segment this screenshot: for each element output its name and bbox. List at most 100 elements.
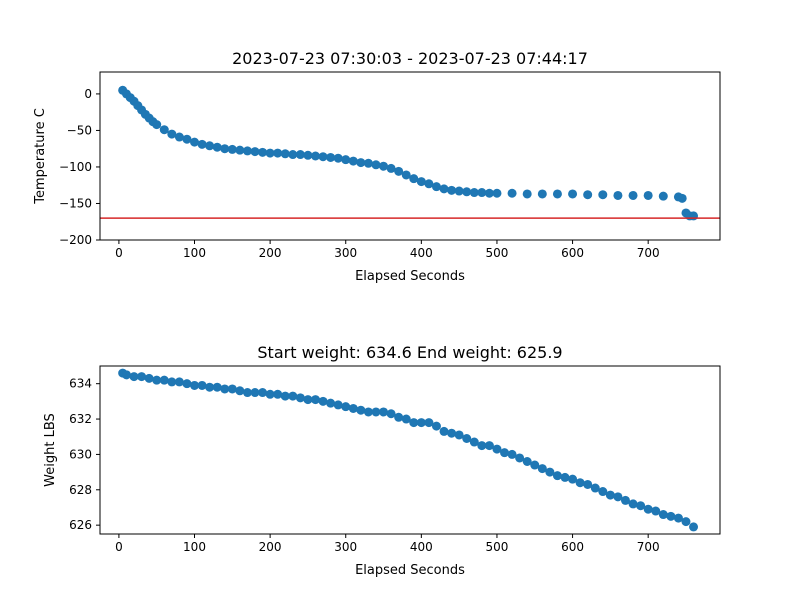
data-point (144, 373, 154, 383)
data-point (401, 414, 411, 424)
data-point (242, 146, 252, 156)
data-point (666, 511, 676, 521)
data-point (379, 161, 389, 171)
data-point (477, 188, 487, 198)
y-tick-label: −200 (59, 233, 92, 247)
data-points (118, 368, 699, 532)
x-tick-label: 100 (183, 540, 206, 554)
data-point (333, 153, 343, 163)
data-point (303, 150, 313, 160)
data-point (348, 156, 358, 166)
data-point (462, 434, 472, 444)
data-point (447, 428, 457, 438)
data-point (492, 188, 502, 198)
y-tick-label: 0 (84, 87, 92, 101)
data-point (356, 405, 366, 415)
data-point (371, 160, 381, 170)
data-point (409, 418, 419, 428)
data-point (689, 522, 699, 532)
data-point (341, 402, 351, 412)
data-point (673, 513, 683, 523)
data-point (401, 170, 411, 180)
data-point (227, 144, 237, 154)
data-point (469, 437, 479, 447)
x-tick-label: 200 (259, 540, 282, 554)
data-point (409, 174, 419, 184)
data-point (242, 388, 252, 398)
data-point (363, 407, 373, 417)
data-point (137, 372, 147, 382)
data-point (152, 120, 162, 130)
data-point (182, 379, 192, 389)
data-point (454, 430, 464, 440)
x-tick-label: 200 (259, 246, 282, 260)
y-tick-label: 626 (69, 518, 92, 532)
data-point (507, 188, 517, 198)
data-point (439, 426, 449, 436)
data-point (590, 483, 600, 493)
data-point (643, 504, 653, 514)
data-point (258, 147, 268, 157)
data-point (636, 501, 646, 511)
data-point (303, 395, 313, 405)
data-point (552, 471, 562, 481)
x-tick-label: 100 (183, 246, 206, 260)
y-axis-label: Temperature C (33, 108, 48, 205)
data-point (167, 129, 177, 139)
x-tick-label: 400 (410, 246, 433, 260)
x-tick-label: 700 (637, 540, 660, 554)
data-point (310, 151, 320, 161)
data-point (190, 380, 200, 390)
data-point (447, 185, 457, 195)
data-point (598, 487, 608, 497)
data-point (250, 147, 260, 157)
data-point (363, 158, 373, 168)
data-point (121, 370, 131, 380)
y-axis-ticks: 0 −50 −100 −150 −200 (59, 87, 100, 247)
data-point (651, 506, 661, 516)
data-point (605, 490, 615, 500)
x-axis-label: Elapsed Seconds (355, 269, 465, 284)
temperature-chart: 2023-07-23 07:30:03 - 2023-07-23 07:44:1… (33, 49, 721, 284)
weight-chart: Start weight: 634.6 End weight: 625.9 0 1… (43, 343, 721, 578)
data-points (118, 85, 699, 221)
data-point (583, 190, 593, 200)
data-point (295, 150, 305, 160)
data-point (386, 163, 396, 173)
data-point (220, 384, 230, 394)
data-point (689, 211, 699, 221)
data-point (492, 444, 502, 454)
x-tick-label: 300 (334, 246, 357, 260)
data-point (205, 382, 215, 392)
data-point (484, 441, 494, 451)
data-point (677, 193, 687, 203)
data-point (326, 152, 336, 162)
data-point (454, 186, 464, 196)
data-point (265, 389, 275, 399)
plot-frame (99, 365, 721, 535)
chart-title: Start weight: 634.6 End weight: 625.9 (257, 343, 562, 362)
data-point (484, 188, 494, 198)
data-point (265, 148, 275, 158)
data-point (190, 137, 200, 147)
data-point (431, 182, 441, 192)
data-point (658, 191, 668, 201)
y-axis-label: Weight LBS (43, 413, 58, 487)
data-point (197, 380, 207, 390)
data-point (129, 372, 139, 382)
data-point (462, 187, 472, 197)
plot-frame (99, 71, 721, 241)
data-point (326, 398, 336, 408)
data-point (583, 479, 593, 489)
data-point (568, 474, 578, 484)
data-point (295, 393, 305, 403)
x-axis-ticks: 0 100 200 300 400 500 600 700 (115, 240, 660, 260)
data-point (310, 395, 320, 405)
data-point (394, 412, 404, 422)
data-point (424, 418, 434, 428)
x-tick-label: 500 (485, 246, 508, 260)
data-point (371, 407, 381, 417)
y-tick-label: −150 (59, 196, 92, 210)
data-point (159, 125, 169, 135)
data-point (658, 510, 668, 520)
